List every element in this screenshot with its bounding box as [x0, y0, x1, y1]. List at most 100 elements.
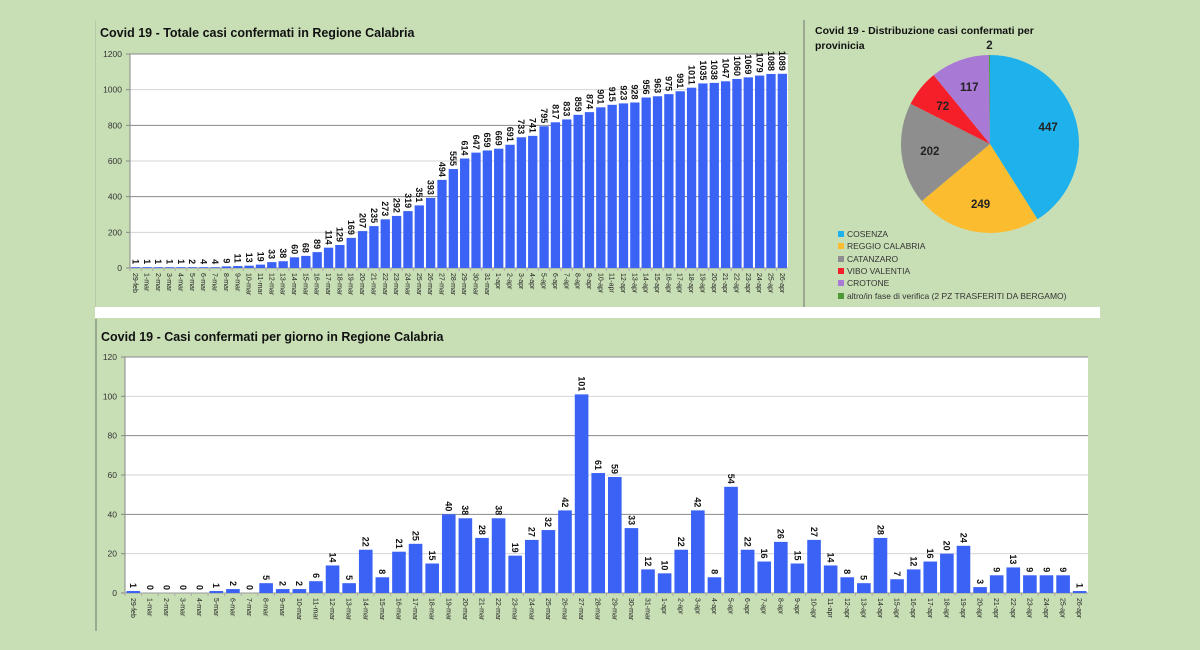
daily-category-label: 16-apr	[909, 598, 916, 619]
daily-value-label: 42	[693, 497, 703, 507]
legend-swatch-icon	[838, 268, 844, 275]
total-value-label: 975	[664, 76, 674, 91]
legend-label: altro/in fase di verifica (2 PZ TRASFERI…	[847, 290, 1067, 301]
daily-value-label: 15	[792, 550, 802, 560]
pie-value-label: 249	[971, 199, 990, 211]
daily-bar	[425, 563, 439, 593]
total-value-label: 207	[357, 213, 367, 228]
total-bar	[187, 267, 198, 268]
total-category-label: 29-mar	[460, 273, 467, 296]
total-category-label: 8-mar	[222, 273, 229, 292]
total-category-label: 16-mar	[313, 273, 320, 296]
total-bar	[391, 215, 402, 268]
total-bar	[278, 261, 288, 268]
daily-bar	[823, 565, 838, 593]
total-value-label: 614	[460, 140, 470, 155]
daily-category-label: 5-apr	[727, 598, 734, 615]
total-value-label: 901	[596, 89, 606, 104]
total-bar	[596, 107, 606, 269]
daily-value-label: 10	[659, 560, 669, 570]
daily-value-label: 14	[825, 552, 835, 562]
daily-ytick-label: 120	[103, 352, 117, 362]
total-bar	[460, 158, 470, 268]
pie-value-label: 202	[920, 146, 939, 158]
daily-category-label: 2-mar	[162, 598, 169, 617]
total-category-label: 17-mar	[324, 273, 331, 296]
daily-value-label: 9	[1025, 567, 1035, 572]
total-ytick-label: 800	[108, 120, 122, 130]
daily-bar	[906, 569, 921, 593]
total-bar	[323, 247, 334, 268]
daily-value-label: 22	[676, 537, 686, 547]
daily-value-label: 8	[377, 569, 387, 574]
total-value-label: 4	[210, 259, 220, 264]
daily-bar	[209, 591, 224, 593]
total-category-label: 1-apr	[494, 273, 501, 290]
daily-category-label: 23-mar	[511, 598, 518, 621]
daily-bar	[691, 510, 705, 593]
daily-value-label: 9	[992, 567, 1002, 572]
daily-bar	[790, 563, 805, 593]
daily-bar	[508, 555, 522, 593]
pie-slice-catanzaro	[901, 103, 990, 202]
total-bar	[369, 226, 379, 268]
daily-category-label: 29-feb	[129, 598, 136, 618]
total-bar	[471, 152, 481, 268]
daily-category-label: 15-apr	[893, 598, 900, 619]
total-category-label: 26-mar	[426, 273, 433, 296]
total-bar	[437, 179, 447, 268]
pie-legend-item: CROTONE	[838, 277, 1066, 289]
total-category-label: 2-mar	[154, 273, 161, 292]
daily-bar	[126, 591, 141, 593]
daily-bar	[309, 581, 323, 593]
total-ytick-label: 1000	[103, 85, 122, 95]
daily-value-label: 1	[128, 583, 138, 588]
daily-value-label: 0	[145, 585, 155, 590]
legend-label: REGGIO CALABRIA	[847, 241, 926, 252]
total-category-label: 10-mar	[245, 273, 252, 296]
total-value-label: 963	[652, 78, 662, 93]
daily-value-label: 26	[776, 529, 786, 539]
daily-category-label: 11-apr	[826, 598, 833, 618]
total-bar	[357, 231, 368, 268]
daily-category-label: 15-mar	[378, 598, 385, 621]
daily-category-label: 29-mar	[610, 598, 617, 621]
daily-value-label: 28	[875, 525, 885, 535]
total-category-label: 15-mar	[301, 273, 308, 296]
daily-bar	[973, 587, 987, 593]
total-category-label: 25-apr	[766, 273, 773, 294]
legend-swatch-icon	[838, 255, 844, 262]
daily-category-label: 26-mar	[560, 598, 567, 621]
daily-bar	[840, 577, 855, 593]
total-value-label: 647	[471, 135, 481, 150]
daily-value-label: 12	[643, 556, 653, 566]
daily-value-label: 16	[925, 549, 935, 559]
total-bar	[607, 104, 617, 268]
daily-value-label: 24	[958, 533, 968, 543]
daily-category-label: 14-mar	[361, 598, 368, 621]
separator-strip	[95, 307, 1100, 318]
total-value-label: 1	[165, 259, 175, 264]
legend-swatch-icon	[838, 280, 844, 287]
daily-bar	[707, 577, 722, 593]
daily-category-label: 1-apr	[660, 598, 667, 615]
total-category-label: 6-apr	[551, 273, 558, 290]
daily-value-label: 13	[1008, 554, 1018, 564]
total-value-label: 2	[187, 259, 197, 264]
total-value-label: 292	[391, 198, 401, 213]
total-value-label: 1011	[686, 65, 696, 85]
legend-label: COSENZA	[847, 229, 889, 240]
daily-value-label: 54	[726, 474, 736, 484]
total-value-label: 733	[516, 119, 526, 134]
daily-bar	[591, 473, 606, 593]
total-bar	[403, 211, 413, 268]
total-bar	[766, 73, 776, 269]
daily-category-label: 3-mar	[179, 598, 186, 617]
pie-legend-item: altro/in fase di verifica (2 PZ TRASFERI…	[838, 289, 1066, 301]
daily-category-label: 10-mar	[295, 598, 302, 621]
daily-bar	[624, 528, 639, 593]
total-value-label: 1069	[743, 54, 753, 74]
total-value-label: 114	[323, 230, 333, 245]
total-category-label: 20-apr	[710, 273, 717, 294]
total-value-label: 928	[630, 84, 640, 99]
